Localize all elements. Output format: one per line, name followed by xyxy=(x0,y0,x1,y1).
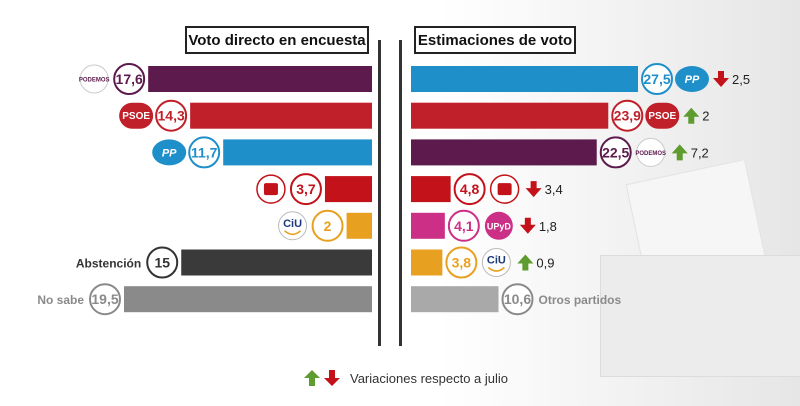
right-variation-label-0: 2,5 xyxy=(732,72,750,87)
left-value-2-label: 11,7 xyxy=(191,144,218,160)
left-logo-0-podemos-text: PODEMOS xyxy=(79,78,110,84)
left-bar-iu xyxy=(324,176,372,203)
left-value-3-circle xyxy=(289,173,322,206)
right-variation-4-down-arrow-icon xyxy=(519,217,536,234)
right-value-3-circle xyxy=(453,173,486,206)
right-value-0-label: 27,5 xyxy=(643,71,670,87)
right-value-5-circle xyxy=(445,246,478,279)
right-variation-label-2: 7,2 xyxy=(691,145,709,160)
left-value-5-circle xyxy=(146,246,179,279)
right-value-4-label: 4,1 xyxy=(454,218,474,234)
right-chart-title: Estimaciones de voto xyxy=(414,26,576,54)
right-value-2-label: 22,5 xyxy=(602,144,629,160)
right-bar-ciu xyxy=(411,249,443,276)
left-value-4-circle xyxy=(311,209,344,242)
left-value-2-circle xyxy=(188,136,221,169)
left-logo-4-ciu-text: CiU xyxy=(283,218,302,230)
right-variation-label-1: 2 xyxy=(702,109,709,124)
left-logo-1-psoe-text: PSOE xyxy=(122,111,150,122)
right-logo-1-psoe-text: PSOE xyxy=(648,111,676,122)
left-value-5-label: 15 xyxy=(154,255,170,271)
right-logo-4-upyd-icon xyxy=(484,211,513,240)
right-variation-5-up-arrow-icon xyxy=(517,254,534,271)
left-chart-axis-line xyxy=(378,40,381,346)
right-value-0-circle xyxy=(641,63,673,95)
legend-arrows xyxy=(304,370,340,386)
left-bar-ciu xyxy=(346,212,372,239)
right-value-1-label: 23,9 xyxy=(614,108,641,124)
right-variation-label-4: 1,8 xyxy=(539,219,557,234)
right-logo-2-podemos-icon xyxy=(636,137,666,167)
right-variation-label-5: 0,9 xyxy=(536,256,554,271)
right-bar-upyd xyxy=(411,212,445,239)
legend-label: Variaciones respecto a julio xyxy=(350,370,509,386)
left-value-3-label: 3,7 xyxy=(296,181,316,197)
left-logo-1-psoe-icon xyxy=(119,102,154,129)
left-value-0-circle xyxy=(113,63,146,95)
left-logo-4-ciu-swoosh xyxy=(284,230,302,236)
left-bar-podemos xyxy=(148,66,372,92)
left-bar-psoe xyxy=(190,102,372,129)
right-logo-5-ciu-swoosh xyxy=(487,266,505,272)
right-value-1-circle xyxy=(611,99,644,132)
left-value-4-label: 2 xyxy=(324,218,332,234)
legend: Variaciones respecto a julio xyxy=(302,368,508,388)
legend-up-arrow-icon xyxy=(304,370,320,386)
right-category-label-6: Otros partidos xyxy=(538,293,621,307)
right-value-2-circle xyxy=(599,136,632,169)
right-variation-1-up-arrow-icon xyxy=(683,107,700,124)
left-bar-abstención xyxy=(181,249,372,276)
right-logo-0-pp-icon xyxy=(675,66,709,92)
left-category-label-6: No sabe xyxy=(37,293,84,307)
right-logo-0-pp-text: PP xyxy=(685,74,700,86)
left-logo-3-iu-mark xyxy=(263,183,278,196)
left-category-label-5: Abstención xyxy=(76,257,141,271)
left-value-1-circle xyxy=(155,99,188,132)
right-logo-5-ciu-text: CiU xyxy=(487,255,506,267)
right-bar-pp xyxy=(411,66,638,92)
left-logo-0-podemos-icon xyxy=(79,64,109,94)
left-value-0-label: 17,6 xyxy=(116,71,143,87)
right-bar-psoe xyxy=(411,102,609,129)
right-value-6-label: 10,6 xyxy=(504,291,531,307)
right-value-4-circle xyxy=(447,209,480,242)
left-bar-pp xyxy=(223,139,372,166)
right-bar-iu xyxy=(411,176,451,203)
left-value-6-label: 19,5 xyxy=(91,291,118,307)
left-bar-no-sabe xyxy=(124,286,372,313)
right-variation-label-3: 3,4 xyxy=(545,182,563,197)
left-value-6-circle xyxy=(89,283,121,316)
ballot-box-decoration xyxy=(600,255,800,377)
right-logo-2-podemos-text: PODEMOS xyxy=(635,151,666,157)
left-chart-title: Voto directo en encuesta xyxy=(185,26,369,54)
right-logo-1-psoe-icon xyxy=(645,102,680,129)
right-bar-podemos xyxy=(411,139,597,166)
legend-down-arrow-icon xyxy=(324,370,340,386)
left-logo-4-ciu-icon xyxy=(278,211,308,241)
right-logo-4-upyd-text: UPyD xyxy=(487,221,512,231)
left-value-1-label: 14,3 xyxy=(158,108,185,124)
right-variation-2-up-arrow-icon xyxy=(671,144,688,161)
left-logo-2-pp-text: PP xyxy=(162,147,177,159)
right-value-6-circle xyxy=(501,283,534,316)
right-logo-5-ciu-icon xyxy=(481,248,511,277)
right-variation-3-down-arrow-icon xyxy=(525,181,542,198)
right-logo-3-iu-mark xyxy=(497,183,512,196)
right-bar-otros-partidos xyxy=(411,286,499,313)
right-value-3-label: 4,8 xyxy=(460,181,480,197)
right-variation-0-down-arrow-icon xyxy=(713,71,729,87)
left-logo-2-pp-icon xyxy=(152,139,187,166)
right-value-5-label: 3,8 xyxy=(452,255,472,271)
right-chart-axis-line xyxy=(399,40,402,346)
